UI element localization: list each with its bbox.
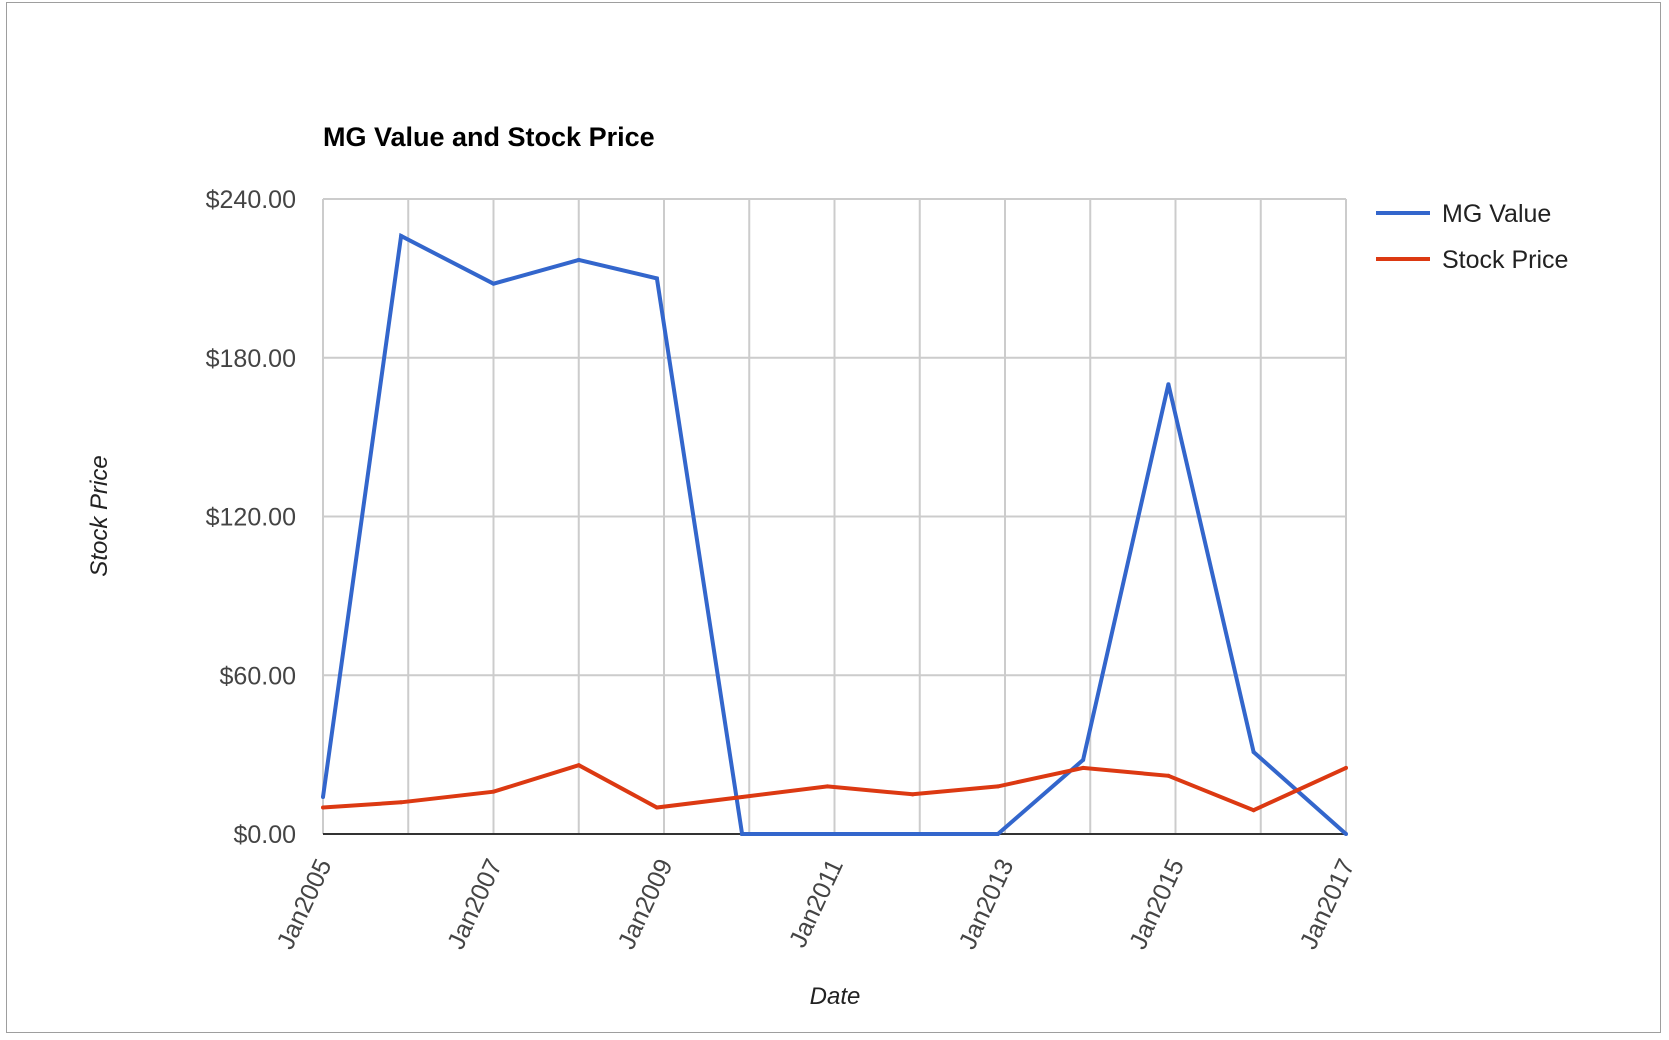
data-point-stock-price — [321, 805, 325, 810]
chart-legend: MG Value Stock Price — [1376, 200, 1568, 274]
x-tick-label: Jan2005 — [272, 855, 338, 954]
y-tick-label: $180.00 — [206, 345, 296, 373]
data-point-mg-value — [491, 281, 496, 286]
data-point-stock-price — [1081, 765, 1086, 770]
data-point-mg-value — [1081, 757, 1086, 762]
data-point-mg-value — [1166, 382, 1171, 387]
legend-label-stock-price: Stock Price — [1442, 246, 1568, 274]
data-point-mg-value — [654, 276, 659, 281]
y-tick-label: $60.00 — [220, 662, 296, 690]
x-tick-label: Jan2013 — [954, 855, 1020, 954]
data-point-stock-price — [491, 789, 496, 794]
data-point-mg-value — [995, 832, 1000, 836]
x-tick-label: Jan2017 — [1295, 855, 1361, 954]
data-point-mg-value — [1251, 749, 1256, 754]
data-point-stock-price — [910, 792, 915, 797]
chart-gridlines — [322, 198, 1347, 834]
y-axis-title: Stock Price — [86, 455, 113, 576]
data-point-stock-price — [825, 784, 830, 789]
chart-series — [321, 232, 1348, 836]
data-point-stock-price — [654, 805, 659, 810]
chart-title: MG Value and Stock Price — [323, 122, 655, 152]
data-point-mg-value — [910, 832, 915, 836]
data-point-stock-price — [1344, 765, 1348, 770]
x-axis-title: Date — [810, 983, 861, 1010]
data-point-mg-value — [740, 832, 745, 836]
legend-label-mg-value: MG Value — [1442, 200, 1551, 228]
x-tick-label: Jan2015 — [1124, 855, 1190, 954]
data-point-mg-value — [576, 257, 581, 262]
data-point-stock-price — [399, 800, 404, 805]
y-tick-label: $120.00 — [206, 504, 296, 532]
x-tick-label: Jan2009 — [613, 855, 679, 954]
data-point-mg-value — [321, 794, 325, 799]
chart-axes: $0.00 $60.00 $120.00 $180.00 $240.00 Jan2005 J… — [206, 186, 1361, 953]
data-point-stock-price — [740, 794, 745, 799]
data-point-stock-price — [576, 763, 581, 768]
data-point-stock-price — [1251, 808, 1256, 813]
data-point-mg-value — [399, 234, 404, 239]
data-point-mg-value — [1344, 832, 1348, 836]
x-tick-label: Jan2011 — [784, 855, 849, 952]
x-tick-label: Jan2007 — [442, 855, 508, 954]
y-tick-label: $240.00 — [206, 186, 296, 214]
data-point-stock-price — [1166, 773, 1171, 778]
data-point-stock-price — [995, 784, 1000, 789]
y-tick-label: $0.00 — [233, 821, 296, 849]
data-point-mg-value — [825, 832, 830, 836]
